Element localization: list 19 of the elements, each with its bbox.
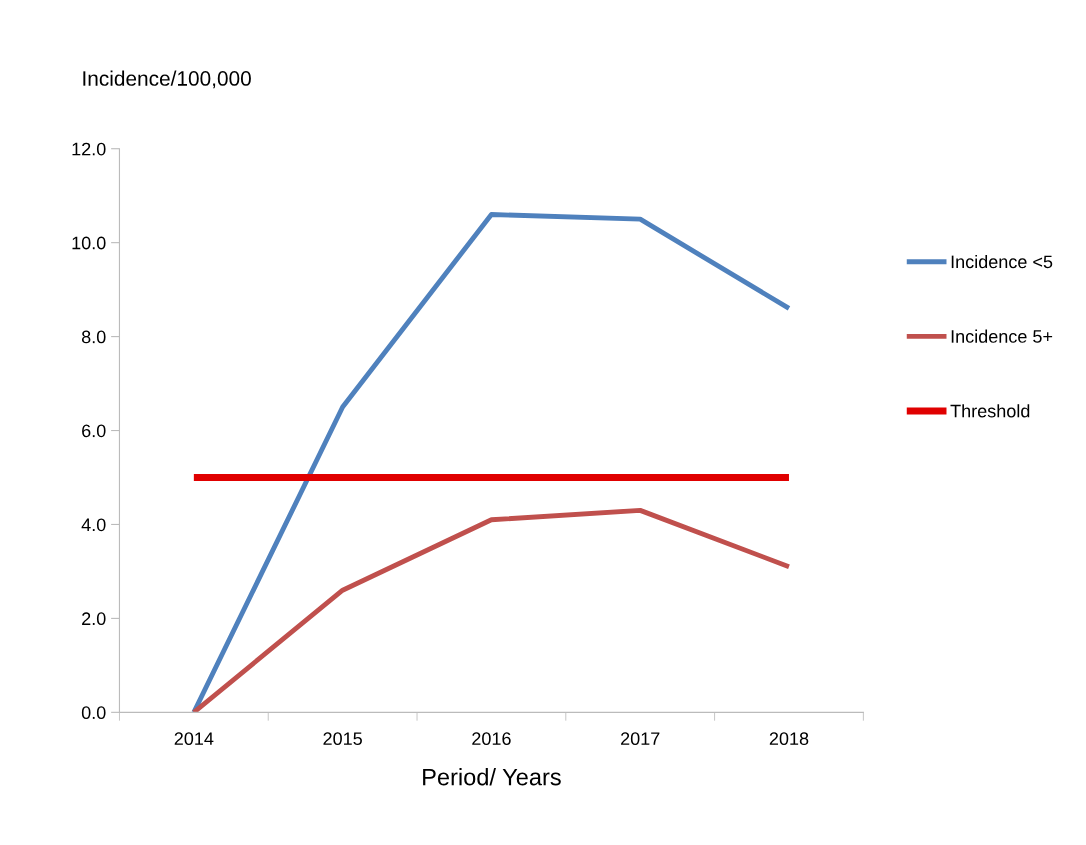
x-axis-title: Period/ Years — [423, 768, 561, 786]
x-tick-label: 2017 — [621, 732, 660, 746]
x-tick-label: 2016 — [472, 732, 511, 746]
x-tick-label: 2015 — [323, 732, 362, 746]
y-tick-label: 8.0 — [81, 330, 106, 344]
legend-label: Incidence 5+ — [951, 329, 1053, 343]
y-tick-label: 6.0 — [82, 424, 106, 438]
y-tick-label: 12.0 — [72, 142, 106, 156]
legend-label: Incidence <5 — [951, 254, 1053, 269]
y-tick-label: 0.0 — [81, 706, 106, 720]
y-tick-label: 2.0 — [82, 612, 106, 626]
x-tick-label: 2018 — [769, 732, 809, 746]
y-tick-label: 4.0 — [81, 518, 106, 532]
legend-label: Threshold — [950, 404, 1030, 418]
line-series — [191, 507, 792, 713]
y-tick-label: 10.0 — [72, 236, 106, 250]
x-tick-label: 2014 — [174, 732, 214, 746]
line-series — [191, 212, 792, 713]
y-axis-title: Incidence/100,000 — [83, 70, 251, 89]
